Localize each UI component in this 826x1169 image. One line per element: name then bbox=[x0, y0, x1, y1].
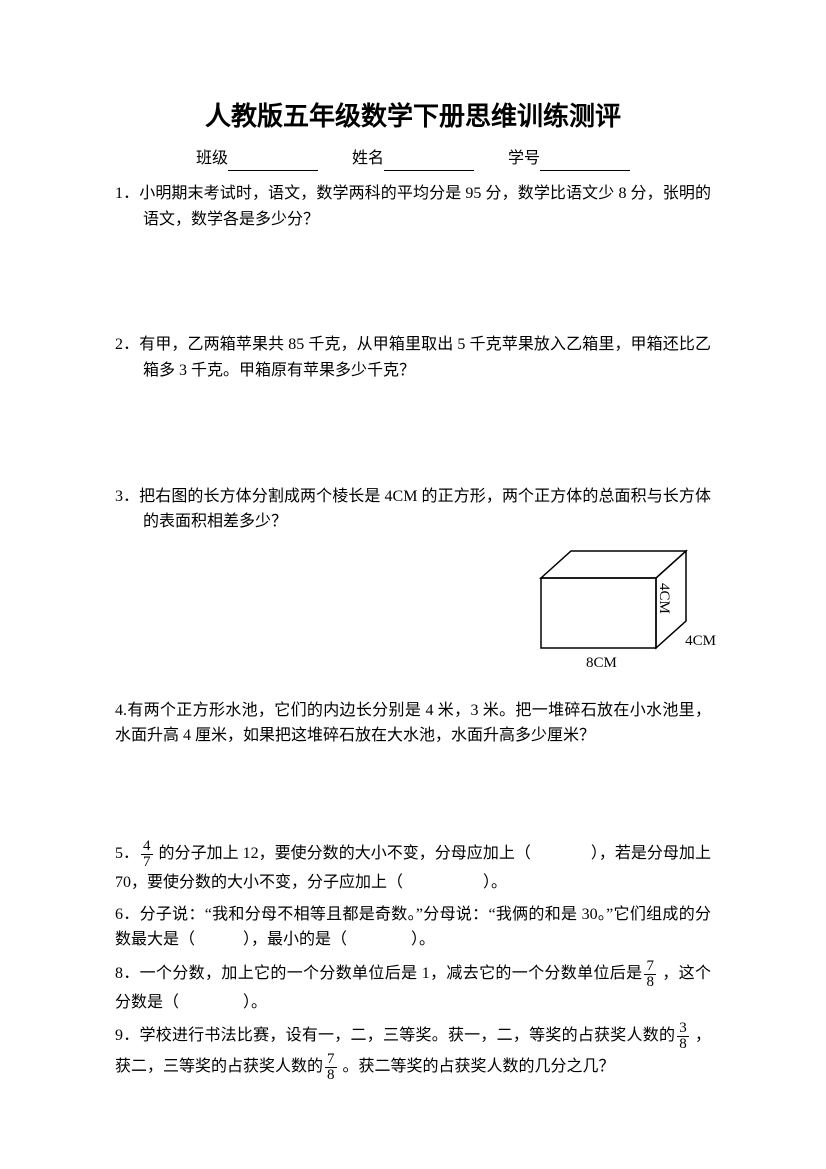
question-8: 8．一个分数，加上它的一个分数单位后是 1，减去它的一个分数单位后是78 ，这个… bbox=[115, 959, 711, 1016]
q8-part1: 8．一个分数，加上它的一个分数单位后是 1，减去它的一个分数单位后是 bbox=[115, 965, 642, 982]
class-label: 班级 bbox=[196, 150, 228, 167]
cuboid-height-label: 4CM bbox=[652, 583, 676, 614]
question-4: 4.有两个正方形水池，它们的内边长分别是 4 米，3 米。把一堆碎石放在小水池里… bbox=[115, 698, 711, 749]
q5-fraction: 47 bbox=[141, 839, 153, 870]
question-5: 5．47 的分子加上 12，要使分数的大小不变，分母应加上（），若是分母加上 7… bbox=[115, 839, 711, 896]
meta-row: 班级 姓名 学号 bbox=[115, 146, 711, 172]
question-9: 9．学校进行书法比赛，设有一，二，三等奖。获一，二，等奖的占获奖人数的38 ，获… bbox=[115, 1021, 711, 1083]
question-3: 3．把右图的长方体分割成两个棱长是 4CM 的正方形，两个正方体的总面积与长方体… bbox=[115, 484, 711, 535]
class-blank bbox=[228, 155, 318, 171]
id-label: 学号 bbox=[508, 150, 540, 167]
q2-num: 2． bbox=[115, 336, 139, 353]
q9-frac2-num: 7 bbox=[325, 1052, 337, 1068]
cuboid-depth-label: 4CM bbox=[685, 629, 716, 653]
name-label: 姓名 bbox=[352, 150, 384, 167]
q1-text: 小明期末考试时，语文，数学两科的平均分是 95 分，数学比语文少 8 分，张明的… bbox=[139, 185, 711, 228]
q8-frac-num: 7 bbox=[644, 959, 656, 975]
cuboid-width-label: 8CM bbox=[586, 651, 617, 675]
id-blank bbox=[540, 155, 630, 171]
q5-prefix: 5． bbox=[115, 845, 139, 862]
q9-part3: 。获二等奖的占获奖人数的几分之几？ bbox=[339, 1058, 615, 1075]
q5-frac-den: 7 bbox=[141, 855, 153, 870]
q9-frac2-den: 8 bbox=[325, 1068, 337, 1083]
q2-text: 有甲，乙两箱苹果共 85 千克，从甲箱里取出 5 千克苹果放入乙箱里，甲箱还比乙… bbox=[139, 336, 711, 379]
q5-part1: 的分子加上 12，要使分数的大小不变，分母应加上（ bbox=[155, 845, 531, 862]
q1-num: 1． bbox=[115, 185, 139, 202]
q4-text: 4.有两个正方形水池，它们的内边长分别是 4 米，3 米。把一堆碎石放在小水池里… bbox=[115, 702, 711, 745]
question-1: 1．小明期末考试时，语文，数学两科的平均分是 95 分，数学比语文少 8 分，张… bbox=[115, 181, 711, 232]
page-title: 人教版五年级数学下册思维训练测评 bbox=[115, 96, 711, 138]
q6-text: 6．分子说：“我和分母不相等且都是奇数。”分母说：“我俩的和是 30。”它们组成… bbox=[115, 906, 711, 949]
cuboid-figure: 4CM 4CM 8CM bbox=[536, 543, 711, 673]
q3-text: 把右图的长方体分割成两个棱长是 4CM 的正方形，两个正方体的总面积与长方体的表… bbox=[139, 488, 711, 531]
q9-fraction1: 38 bbox=[677, 1021, 689, 1052]
question-6: 6．分子说：“我和分母不相等且都是奇数。”分母说：“我俩的和是 30。”它们组成… bbox=[115, 902, 711, 953]
question-2: 2．有甲，乙两箱苹果共 85 千克，从甲箱里取出 5 千克苹果放入乙箱里，甲箱还… bbox=[115, 332, 711, 383]
q3-num: 3． bbox=[115, 488, 139, 505]
q9-frac1-den: 8 bbox=[677, 1037, 689, 1052]
q9-frac1-num: 3 bbox=[677, 1021, 689, 1037]
q9-part1: 9．学校进行书法比赛，设有一，二，三等奖。获一，二，等奖的占获奖人数的 bbox=[115, 1027, 675, 1044]
q5-part3: ）。 bbox=[483, 874, 507, 891]
q5-frac-num: 4 bbox=[141, 839, 153, 855]
q8-frac-den: 8 bbox=[644, 975, 656, 990]
cuboid-container: 4CM 4CM 8CM bbox=[115, 543, 711, 678]
q9-fraction2: 78 bbox=[325, 1052, 337, 1083]
name-blank bbox=[384, 155, 474, 171]
q8-fraction: 78 bbox=[644, 959, 656, 990]
